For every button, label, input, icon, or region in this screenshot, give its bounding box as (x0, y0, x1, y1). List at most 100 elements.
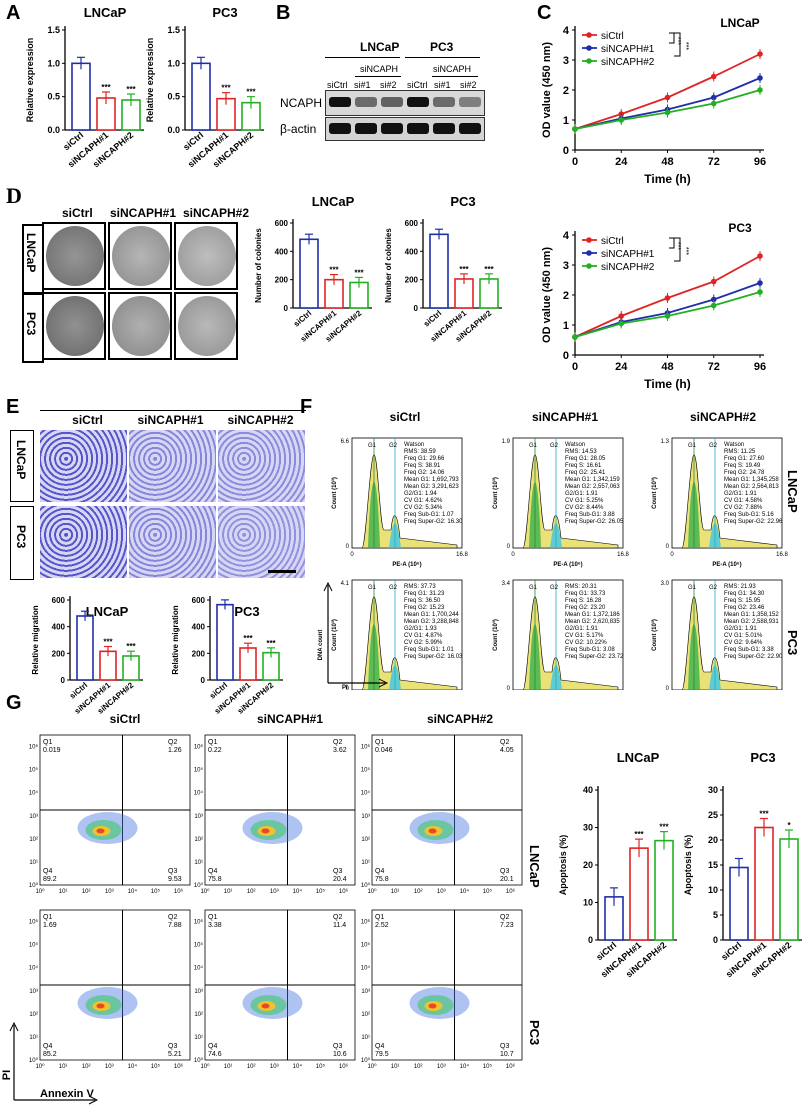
legend-label: siNCAPH#2 (601, 57, 655, 68)
x-tick-label: 0 (350, 552, 354, 558)
stat-line: CV G1: 4.87% (404, 633, 443, 639)
significance-mark: *** (674, 37, 681, 45)
x-tick-label: 10¹ (224, 889, 233, 895)
stat-line: Freq G2: 23.20 (565, 605, 606, 611)
series-line (574, 77, 761, 130)
colony-dish-frame (108, 292, 172, 360)
q1-value: 0.046 (375, 747, 393, 754)
y-tick-label: 10⁰ (361, 1057, 371, 1064)
significance-mark: * (787, 821, 791, 830)
stat-line: Mean G1: 1,345,258 (724, 477, 779, 483)
panel-label-e: E (6, 396, 20, 418)
y-tick-label: 10² (194, 837, 203, 843)
y-tick-label: 10¹ (29, 860, 38, 866)
stat-line: G2/G1: 1.91 (724, 491, 757, 497)
stat-line: CV G2: 5.99% (404, 640, 443, 646)
y-tick-label: 10⁰ (194, 882, 204, 889)
stat-line: Watson (565, 442, 585, 448)
gate-label-g1: G1 (529, 443, 538, 449)
x-axis-label: PE-A (10⁶) (712, 562, 741, 568)
y-min-label: 0 (346, 686, 350, 690)
gate-label-g1: G1 (688, 443, 697, 449)
y-tick-label: 2 (563, 85, 569, 97)
significance-mark: *** (266, 639, 276, 648)
y-tick-label: 1.0 (167, 58, 180, 68)
q1-label: Q1 (43, 739, 52, 746)
y-tick-label: 10⁴ (29, 790, 39, 797)
data-point (572, 126, 578, 132)
scale-bar (268, 570, 296, 573)
q2-label: Q2 (500, 739, 509, 746)
stat-line: CV G1: 5.01% (724, 633, 763, 639)
migration-image (218, 506, 305, 578)
q4-value: 79.5 (375, 1051, 389, 1058)
x-tick-label: 10⁰ (35, 888, 45, 895)
migration-image (40, 506, 127, 578)
y-tick-label: 10¹ (29, 1035, 38, 1041)
y-tick-label: 400 (405, 247, 419, 256)
x-tick-label: 10⁶ (506, 888, 516, 895)
y-tick-label: 10³ (29, 814, 38, 820)
data-point (618, 313, 625, 319)
data-point (710, 302, 717, 309)
stat-line: Mean G2: 2,564,813 (724, 484, 779, 490)
y-tick-label: 10⁵ (194, 942, 204, 949)
y-tick-label: 200 (192, 649, 206, 658)
y-tick-label: 10⁶ (361, 919, 371, 926)
x-tick-label: 10⁵ (316, 888, 326, 895)
significance-mark: *** (659, 823, 669, 832)
x-tick-label: 10¹ (391, 1064, 400, 1070)
q3-value: 20.4 (333, 876, 347, 883)
x-tick-label: 10⁵ (483, 888, 493, 895)
chart-title: LNCaP (312, 194, 355, 209)
y-tick-label: 10⁵ (29, 942, 39, 949)
q4-label: Q4 (375, 1043, 384, 1050)
y-tick-label: 400 (52, 623, 66, 632)
chart-title: PC3 (750, 750, 775, 765)
stat-line: Watson (724, 442, 744, 448)
y-tick-label: 10⁴ (361, 965, 371, 972)
significance-mark: *** (221, 84, 231, 93)
y-tick-label: 1.5 (167, 25, 180, 35)
panel-f-cond-sincaph2: siNCAPH#2 (689, 410, 757, 424)
y-tick-label: 10¹ (361, 1035, 370, 1041)
bar (429, 233, 449, 309)
y-min-label: 0 (666, 686, 670, 690)
chart-title: LNCaP (720, 16, 759, 30)
y-tick-label: 5 (713, 910, 718, 920)
y-tick-label: 0.5 (47, 92, 60, 102)
data-point (572, 334, 578, 340)
q4-value: 89.2 (43, 876, 57, 883)
q3-label: Q3 (500, 868, 509, 875)
panel-f-cond-sictrl: siCtrl (389, 410, 421, 424)
stat-line: Freq Sub-G1: 1.01 (404, 647, 454, 653)
stat-line: CV G2: 5.34% (404, 505, 443, 511)
chart-title: PC3 (728, 221, 752, 235)
stat-line: Freq S: 19.49 (724, 463, 761, 469)
x-tick-label: 16.8 (776, 552, 788, 558)
arrowhead-y (323, 581, 333, 592)
y-axis-label: Relative migration (171, 605, 180, 674)
y-axis-label: Apoptosis (%) (558, 835, 568, 896)
x-tick-label: 96 (754, 361, 766, 373)
q4-label: Q4 (43, 1043, 52, 1050)
legend-label: siCtrl (601, 31, 624, 42)
x-tick-label: 10⁴ (460, 888, 470, 895)
x-tick-label: 10⁶ (174, 1063, 184, 1070)
blot-lane-label: si#2 (460, 80, 477, 90)
x-tick-label: 10¹ (391, 889, 400, 895)
blot-sub-line-2 (432, 76, 478, 77)
panel-g-cond-sincaph2: siNCAPH#2 (426, 712, 494, 726)
x-tick-label: 10⁵ (483, 1063, 493, 1070)
x-tick-label: 0 (670, 552, 674, 558)
x-tick-label: 10¹ (59, 889, 68, 895)
data-point (618, 320, 625, 327)
y-tick-label: 10 (708, 885, 718, 895)
stat-line: Freq S: 36.50 (404, 598, 441, 604)
q1-label: Q1 (208, 914, 217, 921)
y-tick-label: 600 (405, 219, 419, 228)
y-min-label: 0 (666, 544, 670, 550)
